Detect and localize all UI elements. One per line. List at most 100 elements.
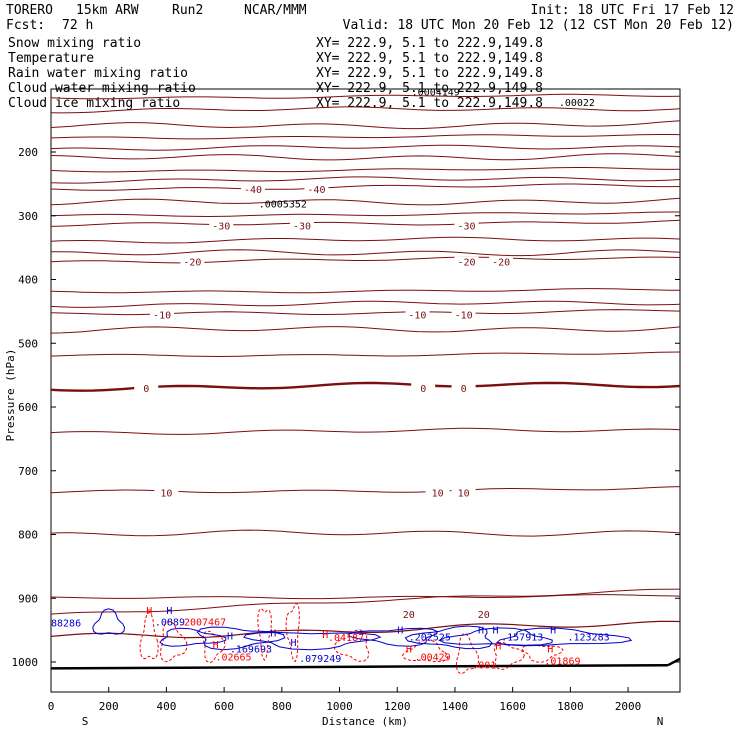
temperature-contour-label: 20 <box>478 610 490 621</box>
legend-coordinates: XY= 222.9, 5.1 to 222.9,149.8 <box>316 51 543 66</box>
cloud-water-contour <box>243 631 382 651</box>
temperature-contour-label: -20 <box>183 258 201 269</box>
temperature-contours: -40 -40 -30 -30 -30 -20 -20 -20 -10 -10 -10 0 0 0 10 10… <box>50 93 681 621</box>
rain-contour <box>139 611 159 660</box>
surface-line <box>667 657 681 667</box>
rain-contour <box>285 602 300 663</box>
forecast-label: Fcst: <box>6 18 45 33</box>
temperature-contour-label: 10 <box>458 488 470 499</box>
legend-label: Temperature <box>8 51 94 66</box>
contour-label-backdrop <box>454 220 479 232</box>
forecast-hours: 72 h <box>62 18 93 33</box>
contour-line <box>50 288 680 294</box>
y-axis-label: Pressure (hPa) <box>4 349 17 442</box>
legend-coordinates: XY= 222.9, 5.1 to 222.9,149.8 <box>316 66 543 81</box>
legend-coordinates: XY= 222.9, 5.1 to 222.9,149.8 <box>316 36 543 51</box>
x-tick-label: 800 <box>272 700 292 713</box>
rain-contour <box>401 639 449 663</box>
contour-line <box>50 326 681 334</box>
contour-label-backdrop <box>209 220 234 232</box>
cloud-water-label: .169693 <box>230 644 272 655</box>
temperature-contour-label: -40 <box>244 185 262 196</box>
y-tick-label: 200 <box>18 146 38 159</box>
mixing-ratio-contours <box>92 602 633 675</box>
y-tick-label: 300 <box>18 210 38 223</box>
x-tick-label: 1200 <box>384 700 411 713</box>
contour-label-backdrop <box>154 487 179 499</box>
model-resolution: 15km ARW <box>76 3 139 18</box>
cloud-water-label: .079249 <box>299 654 341 665</box>
contour-line <box>50 211 680 218</box>
legend-label: Snow mixing ratio <box>8 36 141 51</box>
contour-line <box>50 144 681 151</box>
temperature-contour-label: -10 <box>408 311 426 322</box>
contour-line <box>50 529 681 537</box>
x-tick-label: 1400 <box>442 700 469 713</box>
valid-time: Valid: 18 UTC Mon 20 Feb 12 (12 CST Mon … <box>343 18 734 33</box>
contour-line <box>50 153 681 161</box>
cloud-ice-label: .0005352 <box>259 199 307 210</box>
cloud-water-contour <box>496 627 633 647</box>
x-axis-label: Distance (km) <box>322 715 408 728</box>
rain-contour <box>257 607 273 661</box>
rain-water-label: .01869 <box>544 657 580 668</box>
temperature-contour-label: 0 <box>143 384 149 395</box>
cloud-water-contour <box>196 626 286 651</box>
maximum-marker: H <box>270 629 276 640</box>
contour-line <box>50 594 681 600</box>
y-tick-label: 500 <box>18 337 38 350</box>
y-tick-label: 700 <box>18 465 38 478</box>
rain-contour <box>455 633 480 675</box>
y-tick-label: 600 <box>18 401 38 414</box>
init-time: Init: 18 UTC Fri 17 Feb 12 <box>531 3 735 18</box>
north-end-label: N <box>657 715 664 728</box>
rain-water-label: .00429 <box>415 653 451 664</box>
contour-line <box>50 134 681 140</box>
contour-label-backdrop <box>240 183 265 195</box>
contour-label-backdrop <box>451 382 476 394</box>
temperature-contour-label: -30 <box>212 221 230 232</box>
contour-line <box>50 167 681 173</box>
temperature-contour-label: -20 <box>492 258 510 269</box>
y-tick-label: 900 <box>18 592 38 605</box>
cloud-water-label: .123283 <box>567 632 609 643</box>
x-tick-label: 1000 <box>326 700 353 713</box>
temperature-contour <box>50 588 681 615</box>
temperature-contour-label: 0 <box>461 384 467 395</box>
maximum-marker: H <box>322 630 328 641</box>
temperature-contour-label: -30 <box>457 221 475 232</box>
rain-water-label: .001 <box>472 660 496 671</box>
contour-label-backdrop <box>489 256 514 268</box>
contour-line <box>50 427 681 435</box>
rain-contour <box>521 644 564 663</box>
rain-water-label: .2007467 <box>178 618 226 629</box>
temperature-contour-label: -40 <box>307 185 325 196</box>
maximum-marker: H <box>550 625 556 636</box>
temperature-contour-label: 10 <box>432 488 444 499</box>
rain-contour <box>333 629 370 662</box>
maximum-marker: H <box>478 625 484 636</box>
contour-line <box>50 176 681 184</box>
y-tick-label: 800 <box>18 529 38 542</box>
temperature-contour <box>50 183 681 191</box>
contour-line <box>50 106 681 114</box>
run-label: Run2 <box>172 3 203 18</box>
cloud-water-contour <box>92 608 126 635</box>
rain-water-label: .02665 <box>215 653 251 664</box>
temperature-contour <box>50 309 681 316</box>
contour-line <box>50 236 681 244</box>
rain-contour <box>202 630 226 664</box>
contour-line <box>50 93 681 100</box>
contour-label-backdrop <box>451 309 476 321</box>
rain-contour <box>159 620 188 663</box>
contour-label-backdrop <box>304 183 329 195</box>
temperature-contour-label: -30 <box>293 221 311 232</box>
contour-line <box>50 300 681 308</box>
maximum-marker: H <box>166 606 172 617</box>
maximum-marker: H <box>227 632 233 643</box>
contour-annotations: .0005352 .0004149 .00022 .0889 .169693 .07924… <box>51 87 610 671</box>
cloud-water-contour <box>159 627 227 647</box>
maximum-marker: H <box>406 644 412 655</box>
x-tick-label: 400 <box>156 700 176 713</box>
